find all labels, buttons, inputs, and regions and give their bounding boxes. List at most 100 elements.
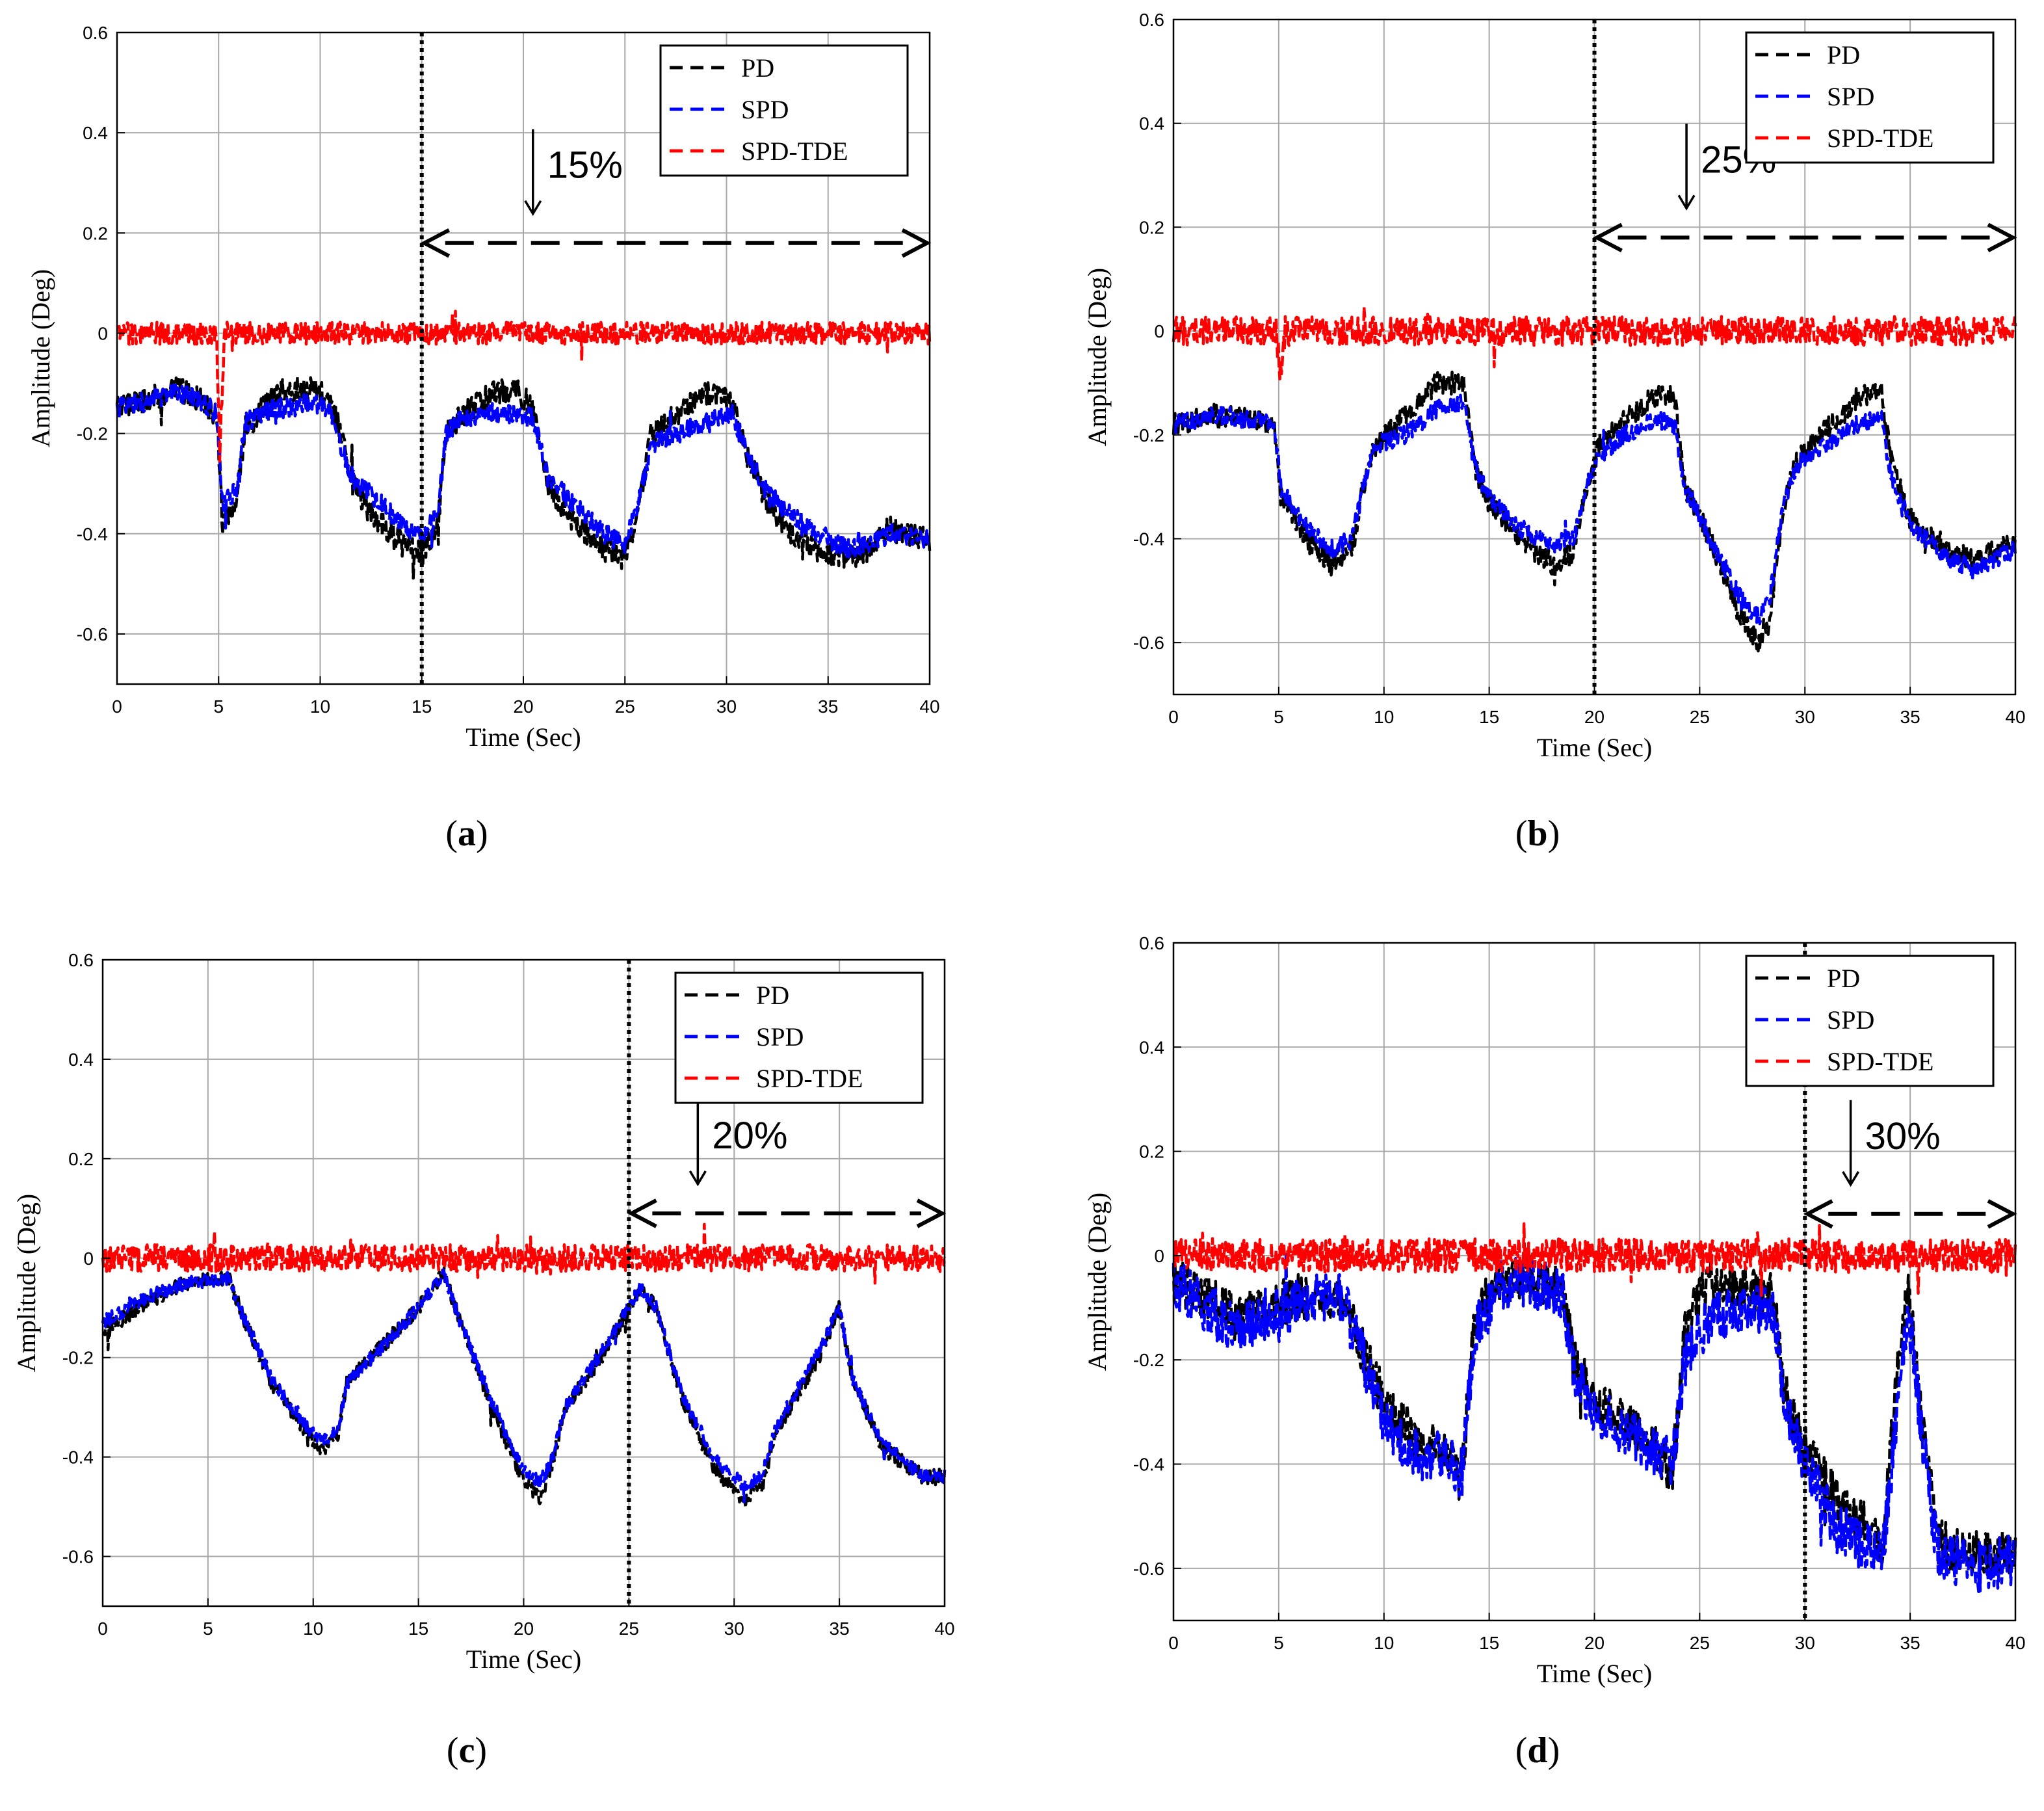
legend-entry-spd: SPD [1827, 82, 1874, 111]
x-tick-label: 20 [1584, 1633, 1605, 1653]
legend: PD SPD SPD-TDE [674, 972, 924, 1104]
chart-panel-c: 0 5 10 15 20 25 30 35 40 -0.6 -0.4 -0.2 0 0.2 0.4 0.6 Ti… [12, 950, 955, 1674]
x-tick-label: 0 [112, 696, 122, 717]
x-tick-label: 25 [619, 1619, 639, 1639]
y-tick-label: 0.2 [83, 223, 108, 243]
legend-entry-spd-tde: SPD-TDE [741, 137, 848, 166]
caption-letter: b [1527, 813, 1547, 854]
y-tick-label: -0.6 [1133, 633, 1164, 653]
legend-entry-pd: PD [1827, 40, 1860, 70]
legend-entry-pd: PD [741, 53, 774, 83]
caption-open-paren: ( [1515, 1730, 1528, 1771]
caption-close-paren: ) [476, 813, 488, 854]
legend: PD SPD SPD-TDE [659, 44, 909, 177]
y-tick-label: -0.4 [1133, 529, 1164, 549]
chart-panel-b: 0 5 10 15 20 25 30 35 40 -0.6 -0.4 -0.2 0 0.2 0.4 0.6 Ti… [1082, 10, 2026, 762]
y-tick-label: 0.2 [1139, 1142, 1164, 1162]
x-tick-label: 20 [513, 696, 533, 717]
x-tick-label: 20 [514, 1619, 534, 1639]
disturbance-percent-label: 30% [1865, 1115, 1941, 1157]
y-tick-label: -0.2 [1133, 425, 1164, 445]
legend-entry-spd-tde: SPD-TDE [756, 1064, 863, 1093]
x-tick-label: 10 [1374, 707, 1394, 727]
y-tick-label: 0.6 [68, 950, 94, 970]
span-arrow-right-head [916, 1198, 947, 1228]
y-tick-label: 0.4 [1139, 1037, 1164, 1057]
y-axis-label: Amplitude (Deg) [26, 269, 55, 447]
legend-entry-spd: SPD [741, 95, 789, 124]
panel-caption-d: (d) [1515, 1730, 1560, 1771]
chart-panel-a: 0 5 10 15 20 25 30 35 40 -0.6 -0.4 -0.2 0 0.2 0.4 0.6 Ti… [26, 23, 940, 752]
y-tick-label: 0.6 [1139, 10, 1164, 30]
x-tick-label: 40 [919, 696, 939, 717]
caption-letter: d [1527, 1730, 1547, 1771]
legend-entry-spd-tde: SPD-TDE [1827, 124, 1933, 153]
x-tick-label: 15 [1479, 707, 1499, 727]
y-tick-label: 0.2 [1139, 217, 1164, 237]
x-tick-label: 5 [1274, 707, 1284, 727]
span-arrow-right-head [1987, 1199, 2017, 1229]
caption-open-paren: ( [447, 1730, 459, 1771]
x-tick-label: 15 [1479, 1633, 1499, 1653]
legend-entry-spd: SPD [1827, 1005, 1874, 1035]
x-tick-label: 20 [1584, 707, 1605, 727]
x-tick-label: 40 [2005, 1633, 2025, 1653]
panel-caption-b: (b) [1515, 813, 1560, 854]
y-tick-label: -0.2 [77, 424, 108, 444]
series-spd-tde-line [101, 1223, 947, 1285]
x-tick-label: 10 [303, 1619, 323, 1639]
caption-letter: a [458, 813, 476, 854]
legend-entry-spd-tde: SPD-TDE [1827, 1047, 1933, 1076]
x-axis-label: Time (Sec) [466, 1645, 581, 1674]
disturbance-percent-label: 20% [712, 1115, 787, 1157]
x-tick-label: 5 [203, 1619, 213, 1639]
series-spd-tde-line [116, 310, 932, 463]
y-tick-label: 0.2 [68, 1149, 94, 1169]
y-tick-label: 0.4 [83, 123, 108, 143]
x-tick-label: 0 [1168, 707, 1179, 727]
percent-pointer-head [688, 1170, 707, 1187]
span-arrow-left-head [420, 228, 451, 258]
caption-open-paren: ( [1515, 813, 1528, 854]
span-arrow-left-head [627, 1198, 657, 1228]
x-tick-label: 5 [1274, 1633, 1284, 1653]
y-tick-label: 0.6 [1139, 933, 1164, 953]
y-axis-label: Amplitude (Deg) [1082, 1193, 1112, 1371]
span-arrow-left-head [1593, 222, 1623, 253]
x-tick-label: 40 [2005, 707, 2025, 727]
caption-open-paren: ( [445, 813, 458, 854]
caption-close-paren: ) [1548, 813, 1560, 854]
x-tick-label: 40 [934, 1619, 954, 1639]
series-spd-line [115, 383, 931, 559]
caption-close-paren: ) [475, 1730, 487, 1771]
chart-panel-d: 0 5 10 15 20 25 30 35 40 -0.6 -0.4 -0.2 0 0.2 0.4 0.6 Ti… [1082, 933, 2026, 1688]
x-tick-label: 30 [724, 1619, 744, 1639]
x-tick-label: 0 [1168, 1633, 1179, 1653]
x-tick-label: 25 [615, 696, 635, 717]
x-tick-label: 35 [1900, 707, 1920, 727]
x-axis-label: Time (Sec) [1537, 733, 1652, 762]
y-axis-label: Amplitude (Deg) [1082, 268, 1112, 446]
y-tick-label: -0.6 [1133, 1559, 1164, 1579]
series-spd-line [101, 1268, 947, 1504]
series-spd-line [1172, 1250, 2017, 1594]
series-spd-line [1172, 393, 2017, 626]
series-pd-line [115, 375, 932, 580]
span-arrow-right-head [901, 228, 932, 258]
y-tick-label: -0.6 [62, 1547, 94, 1567]
y-tick-label: 0 [98, 323, 108, 343]
x-axis-label: Time (Sec) [465, 722, 581, 752]
span-arrow-right-head [1987, 222, 2017, 253]
y-tick-label: 0 [1154, 1246, 1164, 1266]
caption-close-paren: ) [1548, 1730, 1560, 1771]
x-tick-label: 15 [408, 1619, 428, 1639]
y-tick-label: -0.2 [1133, 1350, 1164, 1370]
x-tick-label: 0 [98, 1619, 108, 1639]
x-tick-label: 35 [818, 696, 838, 717]
caption-letter: c [459, 1730, 475, 1771]
legend-entry-pd: PD [1827, 964, 1860, 993]
x-tick-label: 30 [716, 696, 737, 717]
y-tick-label: 0 [1154, 321, 1164, 341]
x-tick-label: 35 [830, 1619, 850, 1639]
disturbance-percent-label: 15% [547, 144, 623, 187]
